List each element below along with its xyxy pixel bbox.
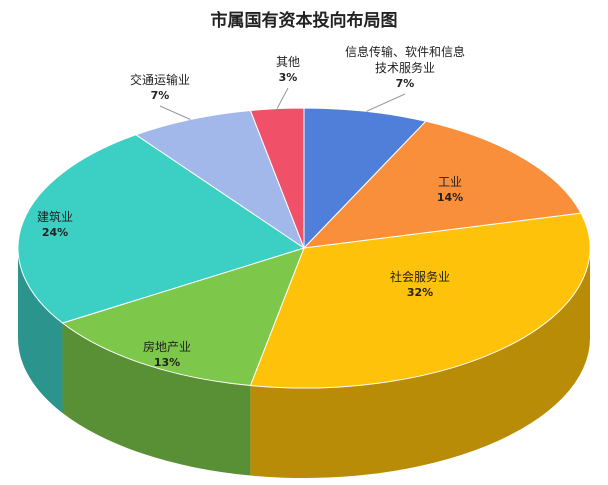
slice	[61, 247, 305, 387]
value-label: 13%	[153, 356, 181, 369]
slice-side	[62, 323, 251, 476]
category-label: 信息传输、软件和信息技术服务业	[344, 45, 465, 75]
slice-label: 工业 14%	[410, 174, 490, 206]
category-label: 交通运输业	[129, 73, 190, 87]
leader-line	[366, 93, 406, 112]
leader-line	[159, 105, 191, 120]
slice	[249, 212, 591, 389]
value-label: 32%	[406, 286, 434, 299]
leader-line	[276, 87, 289, 109]
category-label: 房地产业	[142, 340, 191, 354]
value-label: 24%	[41, 226, 69, 239]
slice-side	[17, 248, 63, 414]
category-label: 建筑业	[36, 210, 73, 224]
slice-side	[250, 248, 591, 478]
slice-label: 其他 3%	[263, 54, 313, 86]
category-label: 工业	[437, 175, 462, 189]
slice-label: 社会服务业 32%	[375, 269, 465, 301]
slice-label: 信息传输、软件和信息技术服务业 7%	[340, 44, 470, 92]
value-label: 14%	[436, 191, 464, 204]
chart-title: 市属国有资本投向布局图	[210, 11, 398, 31]
category-label: 其他	[275, 55, 300, 69]
slice	[303, 107, 427, 250]
slice	[17, 134, 306, 324]
slice	[302, 120, 582, 249]
value-label: 3%	[278, 71, 298, 84]
slice-label: 建筑业 24%	[20, 209, 90, 241]
category-label: 社会服务业	[389, 270, 450, 284]
value-label: 7%	[395, 77, 415, 90]
slice	[249, 107, 305, 249]
slice-label: 交通运输业 7%	[115, 72, 205, 104]
slice	[134, 109, 306, 250]
value-label: 7%	[150, 89, 170, 102]
slice-label: 房地产业 13%	[127, 339, 207, 371]
